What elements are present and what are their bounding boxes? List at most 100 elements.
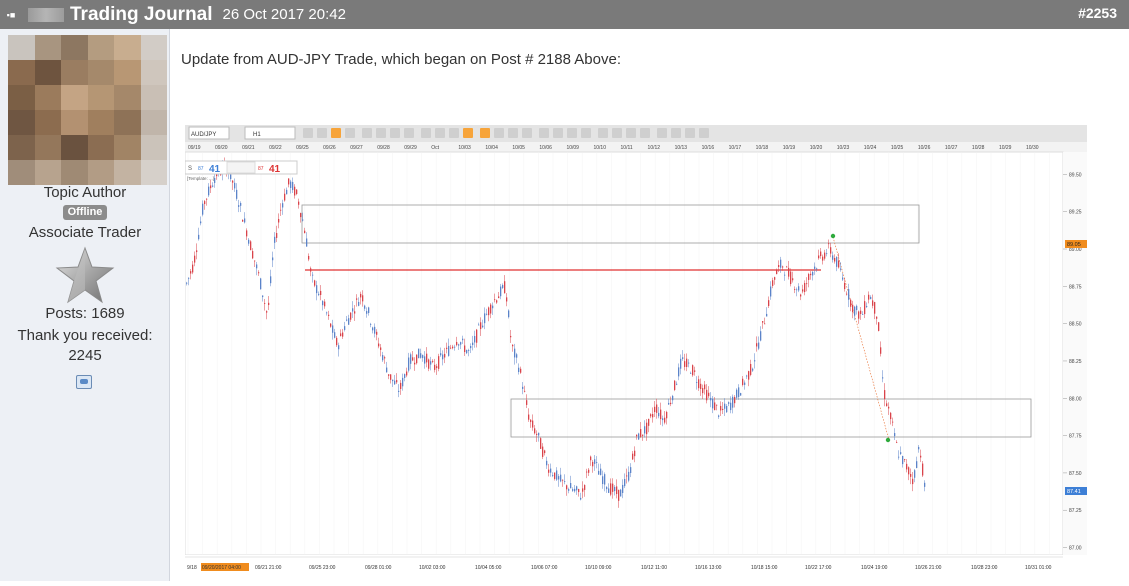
candle-body [912, 478, 914, 485]
candle-body [526, 400, 528, 405]
candle-body [370, 323, 372, 325]
timeframe-select[interactable] [244, 126, 296, 140]
candle-body [838, 260, 840, 268]
candle-body [896, 442, 898, 444]
top-tick-label: 10/26 [918, 145, 931, 151]
candle-body [554, 472, 556, 479]
candle-body [910, 473, 912, 477]
candle-body [358, 301, 360, 306]
candle-body [802, 289, 804, 292]
candle-body [676, 383, 678, 385]
candle-body [810, 273, 812, 276]
marker-dot-top [830, 233, 836, 239]
candle-body [202, 203, 204, 215]
candle-body [402, 377, 404, 387]
candle-body [518, 367, 520, 373]
candle-body [188, 277, 190, 279]
candle-body [308, 255, 310, 260]
top-tick-label: 10/09 [566, 145, 579, 151]
marker-dot-bottom [885, 437, 891, 443]
toolbar-tool-icon [404, 128, 414, 138]
candle-body [670, 402, 672, 405]
candle-body [756, 343, 758, 347]
candle-body [664, 417, 666, 423]
candle-body [818, 255, 820, 259]
candle-body [258, 272, 260, 274]
candle-body [854, 306, 856, 316]
candle-body [844, 282, 846, 290]
candle-body [342, 332, 344, 337]
price-tick-label: 88.00 [1069, 396, 1082, 402]
candle-body [334, 332, 336, 338]
candle-body [304, 230, 306, 234]
candle-body [644, 426, 646, 434]
support-zone [510, 398, 1032, 438]
bottom-tick-label: 09/20/2017 04:00 [202, 565, 241, 571]
top-tick-label: 10/23 [837, 145, 850, 151]
topic-title[interactable]: Trading Journal [70, 3, 213, 25]
bottom-tick-label: 10/24 19:00 [861, 565, 888, 571]
candle-body [292, 181, 294, 191]
post-number-link[interactable]: #2253 [1078, 5, 1117, 21]
lot-input[interactable] [226, 161, 256, 174]
avatar[interactable] [8, 35, 167, 185]
username-blurred[interactable] [28, 7, 64, 22]
toolbar-tool-icon [598, 128, 608, 138]
candle-body [642, 434, 644, 436]
candle-body [812, 271, 814, 276]
bottom-tick-label: 10/04 05:00 [475, 565, 502, 571]
top-tick-label: 10/29 [999, 145, 1012, 151]
buy-price-big[interactable]: 41 [269, 164, 281, 175]
candle-body [532, 420, 534, 428]
candle-body [206, 198, 208, 200]
top-tick-label: 09/28 [377, 145, 390, 151]
candle-body [242, 219, 244, 222]
candle-body [718, 415, 720, 417]
candle-body [758, 342, 760, 349]
candle-body [600, 468, 602, 475]
candle-body [720, 405, 722, 411]
candle-body [606, 487, 608, 490]
candle-body [388, 374, 390, 376]
candle-body [598, 470, 600, 475]
toolbar-tool-icon [612, 128, 622, 138]
top-tick-label: 10/18 [756, 145, 769, 151]
candle-body [240, 203, 242, 206]
candle-body [686, 358, 688, 367]
candle-body [800, 294, 802, 297]
toolbar-tool-icon [421, 128, 431, 138]
message-icon[interactable] [76, 375, 92, 389]
toolbar-tool-icon [345, 128, 355, 138]
candle-body [890, 412, 892, 420]
top-tick-label: 09/21 [242, 145, 255, 151]
candle-body [832, 255, 834, 260]
candle-body [590, 456, 592, 461]
candle-body [688, 362, 690, 364]
candle-body [804, 282, 806, 293]
bottom-tick-label: 10/31 01:00 [1025, 565, 1052, 571]
candle-body [478, 324, 480, 326]
top-tick-label: 10/28 [972, 145, 985, 151]
candle-body [312, 274, 314, 276]
candle-body [250, 241, 252, 251]
symbol-select[interactable] [188, 126, 230, 140]
toolbar-tool-icon [657, 128, 667, 138]
sell-price-big[interactable]: 41 [209, 164, 221, 175]
candle-body [820, 251, 822, 257]
candle-body [378, 343, 380, 347]
pin-icon[interactable]: ▪■ [6, 9, 16, 20]
candle-body [510, 335, 512, 338]
candle-body [468, 350, 470, 351]
candle-body [362, 295, 364, 302]
top-date-axis [185, 142, 1087, 152]
candle-body [726, 405, 728, 413]
bottom-tick-label: 10/12 11:00 [641, 565, 667, 571]
candle-body [690, 372, 692, 374]
candle-body [898, 456, 900, 458]
candle-body [548, 469, 550, 473]
candle-body [194, 255, 196, 263]
post-count: Posts: 1689 [45, 305, 125, 322]
candle-body [454, 346, 456, 348]
top-tick-label: 10/04 [485, 145, 498, 151]
chart-screenshot[interactable]: AUD/JPY H1 09/19 09/20 09/21 09/22 09/25 09/2… [184, 125, 1087, 581]
